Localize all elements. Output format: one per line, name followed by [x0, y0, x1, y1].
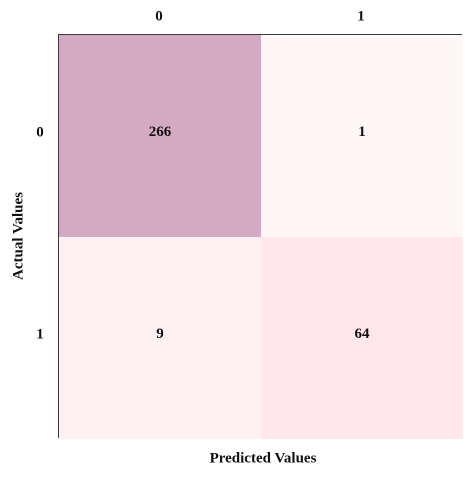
- heatmap-cell-r0-c1: 1: [261, 35, 463, 237]
- heatmap-cell-r1-c0: 9: [59, 237, 261, 439]
- heatmap-cell-r1-c1: 64: [261, 237, 463, 439]
- cell-value-label: 1: [358, 123, 366, 140]
- cell-value-label: 64: [354, 325, 370, 342]
- plot-area: 266 1 9 64: [58, 34, 463, 439]
- cell-value-label: 9: [156, 325, 164, 342]
- cell-value-label: 266: [148, 123, 172, 140]
- heatmap-cell-r0-c0: 266: [59, 35, 261, 237]
- y-tick-label: 0: [36, 124, 44, 141]
- y-axis-title: Actual Values: [10, 192, 27, 280]
- x-tick-label: 1: [357, 8, 365, 25]
- y-tick-label: 1: [36, 326, 44, 343]
- x-tick-label: 0: [155, 8, 163, 25]
- x-axis-title: Predicted Values: [209, 450, 317, 467]
